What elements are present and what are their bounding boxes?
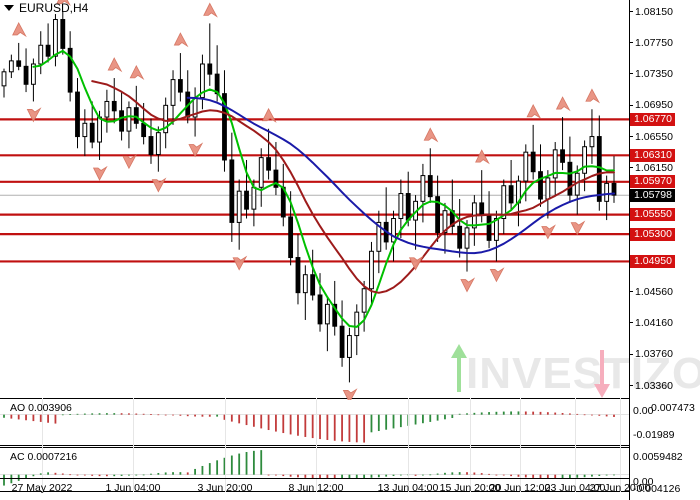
ao-axis-top-text: 0.007473	[651, 402, 695, 414]
time-gridline	[225, 398, 226, 492]
time-tick-label: 23 Jun 04:00	[544, 482, 606, 494]
time-tick-label: 27 Jun 20:00	[589, 482, 651, 494]
price-axis-line	[629, 0, 630, 500]
ao-axis-top: 0.00 0.007473	[633, 402, 695, 417]
time-tick-label: 8 Jun 12:00	[288, 482, 344, 494]
price-chart-canvas	[0, 0, 630, 400]
time-gridline	[316, 398, 317, 492]
price-tick: 1.03760	[629, 349, 673, 360]
symbol-label: EURUSD,H4	[19, 1, 89, 15]
indicator-label-ac: AC 0.0007216	[10, 451, 78, 463]
dropdown-caret-icon[interactable]	[4, 5, 14, 11]
price-tick: 1.06950	[629, 100, 673, 111]
price-tick: 1.07350	[629, 69, 673, 79]
price-tick: 1.03360	[629, 380, 673, 391]
ao-axis-bottom: -0.01989	[633, 429, 675, 441]
time-gridline	[133, 398, 134, 492]
indicator-panel-ao: AO 0.003906	[0, 398, 630, 446]
symbol-header[interactable]: EURUSD,H4	[4, 2, 88, 14]
time-tick-label: 15 Jun 20:00	[439, 482, 501, 494]
time-axis[interactable]: 27 May 2022 1 Jun 04:00 3 Jun 20:00 8 Jun 1…	[0, 478, 651, 500]
time-tick-label: 20 Jun 12:00	[489, 482, 551, 494]
time-gridline	[520, 398, 521, 492]
ac-axis-top: 0.0059482	[633, 451, 683, 463]
level-price-label[interactable]: 1.04950	[630, 254, 675, 268]
level-price-label[interactable]: 1.05970	[630, 175, 675, 189]
indicator-label-ao: AO 0.003906	[10, 402, 72, 414]
time-axis-line	[0, 478, 630, 479]
time-gridline	[42, 398, 43, 492]
price-tick: 1.04160	[629, 318, 673, 328]
level-price-label[interactable]: 1.05300	[630, 227, 675, 241]
time-tick-label: 13 Jun 04:00	[377, 482, 439, 494]
price-tick: 1.04560	[629, 287, 673, 297]
price-tick: 1.07750	[629, 38, 673, 48]
ac-axis-bottom: -0.004126	[633, 483, 681, 495]
price-tick: 1.08150	[629, 6, 673, 17]
level-price-label[interactable]: 1.05550	[630, 208, 675, 222]
ao-axis-zero-text: 0.00	[633, 405, 654, 417]
time-tick-label: 1 Jun 04:00	[105, 482, 161, 494]
current-price-label[interactable]: 1.05798	[630, 188, 675, 202]
time-gridline	[470, 398, 471, 492]
price-axis[interactable]: 1.08150 1.07750 1.07350 1.06950 1.06550 1.061…	[629, 0, 700, 500]
time-gridline	[620, 398, 621, 492]
time-gridline	[575, 398, 576, 492]
time-tick-label: 3 Jun 20:00	[197, 482, 253, 494]
level-price-label[interactable]: 1.06310	[630, 148, 675, 162]
time-tick-label: 27 May 2022	[11, 482, 73, 494]
price-tick: 1.06150	[629, 163, 673, 173]
level-price-label[interactable]: 1.06770	[630, 112, 675, 126]
ao-histogram	[0, 411, 630, 443]
price-tick: 1.06550	[629, 131, 673, 142]
time-gridline	[408, 398, 409, 492]
ac-axis-zero: 0.00	[633, 476, 654, 488]
